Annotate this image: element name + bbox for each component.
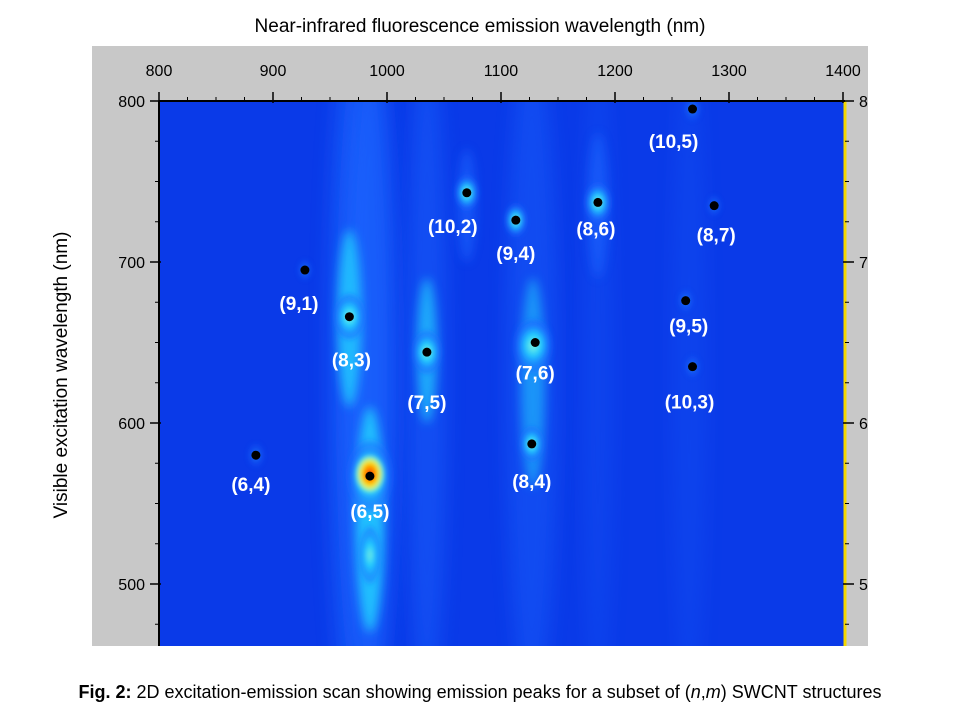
peak-label: (7,6) — [516, 364, 555, 385]
caption-comma: , — [700, 682, 706, 702]
peak-marker — [300, 265, 310, 275]
peak-marker — [462, 188, 472, 198]
peak-label: (10,2) — [428, 217, 478, 238]
x-tick-label: 1000 — [369, 63, 405, 80]
x-tick-label: 1200 — [597, 63, 633, 80]
caption-text-1: 2D excitation-emission scan showing emis… — [131, 682, 691, 702]
peak-label: (8,4) — [512, 472, 551, 493]
y-tick-label: 500 — [118, 577, 145, 594]
peak-label: (8,7) — [697, 226, 736, 247]
peak-label: (7,5) — [407, 393, 446, 414]
axes: 800 900 1000 1100 1200 1300 1400 500 5 600 6 700 7 80… — [118, 63, 868, 646]
peak-label: (10,5) — [649, 132, 699, 153]
x-axis-title: Near-infrared fluorescence emission wave… — [254, 16, 706, 37]
figure-caption: Fig. 2: 2D excitation-emission scan show… — [0, 682, 960, 703]
y-tick-label: 800 — [118, 94, 145, 111]
y-tick-label-right: 8 — [859, 94, 868, 111]
peak-marker — [593, 197, 603, 207]
peak-marker — [527, 439, 537, 449]
x-tick-label: 1400 — [825, 63, 861, 80]
peak-marker — [709, 201, 719, 211]
y-tick-label-right: 5 — [859, 577, 868, 594]
peak-label: (9,1) — [279, 294, 318, 315]
peak-marker — [422, 347, 432, 357]
peak-label: (8,6) — [576, 219, 615, 240]
caption-label: Fig. 2: — [78, 682, 132, 702]
caption-n: n — [690, 682, 701, 702]
peak-label: (10,3) — [665, 393, 715, 414]
y-tick-label: 600 — [118, 416, 145, 433]
peak-marker — [511, 215, 521, 225]
x-tick-label: 800 — [146, 63, 173, 80]
y-tick-label-right: 7 — [859, 255, 868, 272]
peaks: (6,4) (9,1) (8,3) (6,5) (7,5) (10,2) (9,4) (7,6… — [231, 104, 736, 523]
peak-marker — [344, 312, 354, 322]
peak-label: (9,4) — [496, 244, 535, 265]
plot-background — [159, 101, 845, 646]
peak-marker — [688, 362, 698, 372]
peak-marker — [251, 450, 261, 460]
peak-label: (9,5) — [669, 317, 708, 338]
peak-marker — [688, 104, 698, 114]
band-glow — [357, 523, 382, 588]
peak-label: (6,4) — [231, 475, 270, 496]
caption-m: m — [705, 682, 721, 702]
peak-label: (6,5) — [350, 502, 389, 523]
peak-marker — [365, 471, 375, 481]
peak-marker — [681, 296, 691, 306]
peak-label: (8,3) — [332, 351, 371, 372]
y-tick-label: 700 — [118, 255, 145, 272]
x-tick-label: 1100 — [484, 63, 519, 80]
x-tick-label: 1300 — [711, 63, 747, 80]
plot-area — [159, 101, 845, 646]
y-tick-label-right: 6 — [859, 416, 868, 433]
caption-text-2: ) SWCNT structures — [720, 682, 882, 702]
peak-marker — [530, 338, 540, 347]
x-tick-label: 900 — [260, 63, 287, 80]
